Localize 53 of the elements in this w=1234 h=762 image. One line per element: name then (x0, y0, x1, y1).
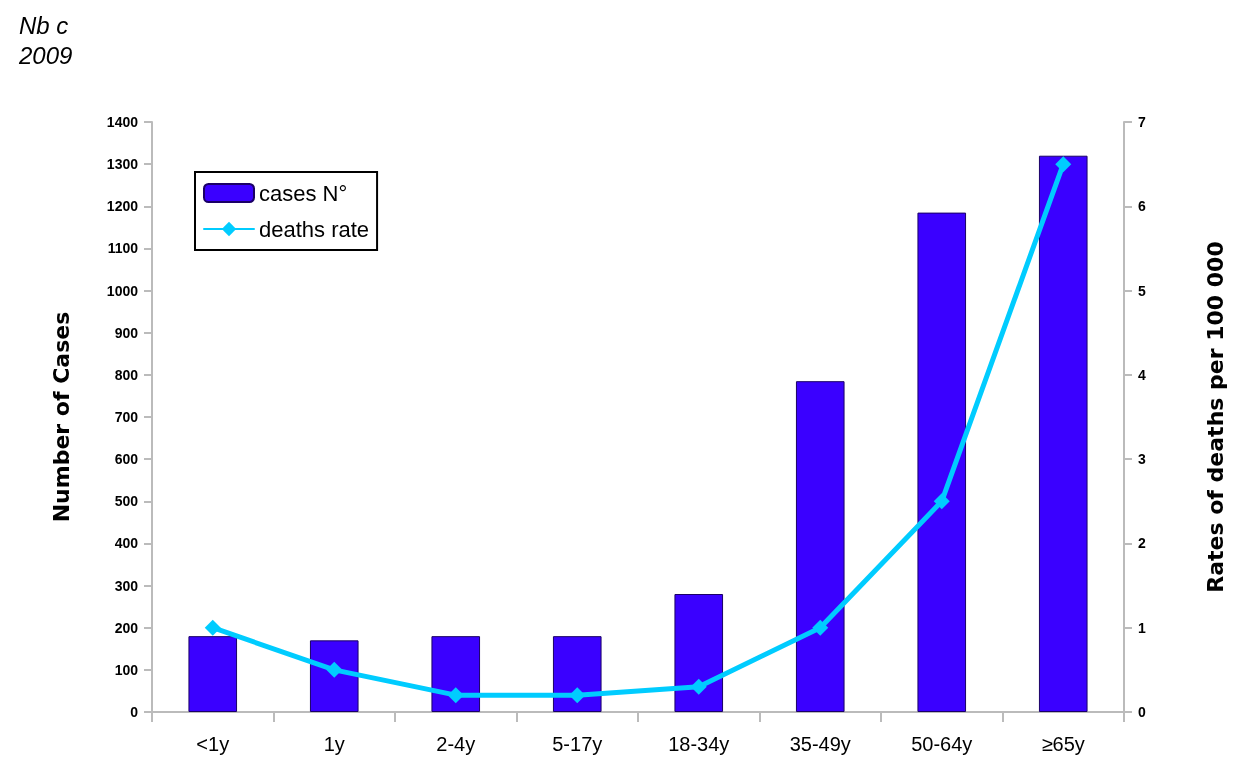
bar (917, 212, 967, 712)
point (447, 687, 464, 704)
point (933, 493, 950, 510)
bar (795, 381, 845, 712)
y2-axis-title: Rates of deaths per 100 000 (1202, 241, 1228, 593)
point (326, 661, 343, 678)
y2-tick-label: 6 (1138, 198, 1146, 215)
y-tick-label: 100 (114, 661, 139, 678)
x-tick-label: 2-4y (436, 733, 476, 755)
bar (431, 636, 481, 712)
bar (309, 640, 359, 712)
y-tick-label: 500 (114, 493, 139, 510)
y-tick-label: 400 (114, 535, 139, 552)
y-tick-label: 1100 (107, 240, 139, 257)
y-tick-label: 1000 (106, 282, 139, 299)
x-tick-label: 18-34y (668, 733, 730, 755)
bar (188, 636, 238, 712)
y-tick-label: 1200 (106, 198, 139, 215)
x-tick-label: 50-64y (911, 733, 973, 755)
point (812, 619, 829, 636)
x-tick-label: 5-17y (552, 733, 603, 755)
y-tick-label: 800 (114, 366, 139, 383)
y2-tick-label: 4 (1138, 366, 1146, 383)
chart-subtitle: 2009 (18, 41, 73, 69)
point (569, 687, 586, 704)
y-tick-label: 900 (114, 324, 139, 341)
legend-label: cases N° (259, 180, 348, 206)
x-tick-label: 1y (323, 733, 345, 755)
bar (674, 594, 724, 712)
point (204, 619, 221, 636)
y-tick-label: 200 (114, 619, 139, 636)
bar (1038, 155, 1088, 712)
y2-tick-label: 1 (1138, 619, 1146, 636)
y2-tick-label: 3 (1138, 451, 1146, 468)
y-tick-label: 600 (114, 451, 139, 468)
y2-tick-label: 0 (1138, 704, 1146, 720)
point (1055, 156, 1072, 173)
bar (552, 636, 602, 712)
x-tick-label: <1y (196, 733, 230, 755)
chart-title: Nb c (19, 11, 69, 39)
x-tick-label: 35-49y (789, 733, 851, 755)
legend-label: deaths rate (259, 216, 370, 242)
y2-tick-label: 7 (1138, 114, 1146, 130)
y2-tick-label: 2 (1138, 535, 1146, 552)
y-tick-label: 300 (114, 577, 139, 594)
y2-tick-label: 5 (1138, 282, 1146, 299)
y-tick-label: 1300 (106, 156, 139, 173)
y-axis-title: Number of Cases (48, 311, 74, 523)
x-tick-label: ≥65y (1041, 733, 1085, 755)
y-tick-label: 0 (130, 704, 139, 720)
y-tick-label: 1400 (106, 114, 139, 130)
y-tick-label: 700 (114, 409, 139, 425)
point (690, 678, 707, 695)
